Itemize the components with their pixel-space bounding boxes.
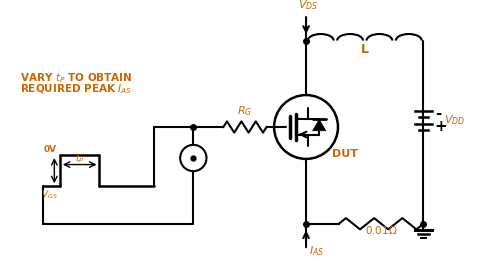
Text: $V_{DD}$: $V_{DD}$ (444, 114, 465, 127)
Text: $I_{AS}$: $I_{AS}$ (309, 244, 324, 257)
Text: +: + (435, 119, 447, 135)
Text: L: L (361, 43, 369, 56)
Text: $R_G$: $R_G$ (237, 104, 253, 118)
Polygon shape (313, 119, 326, 131)
Text: REQUIRED PEAK $I_{AS}$: REQUIRED PEAK $I_{AS}$ (20, 83, 132, 96)
Text: $V_{DS}$: $V_{DS}$ (298, 0, 318, 13)
Text: 0V: 0V (44, 145, 57, 154)
Text: VARY $t_P$ TO OBTAIN: VARY $t_P$ TO OBTAIN (20, 71, 132, 85)
Text: -: - (435, 106, 441, 121)
Text: $t_P$: $t_P$ (75, 152, 84, 165)
Text: $0.01\Omega$: $0.01\Omega$ (365, 224, 397, 236)
Text: DUT: DUT (332, 149, 358, 159)
Text: $V_{GS}$: $V_{GS}$ (41, 189, 58, 201)
